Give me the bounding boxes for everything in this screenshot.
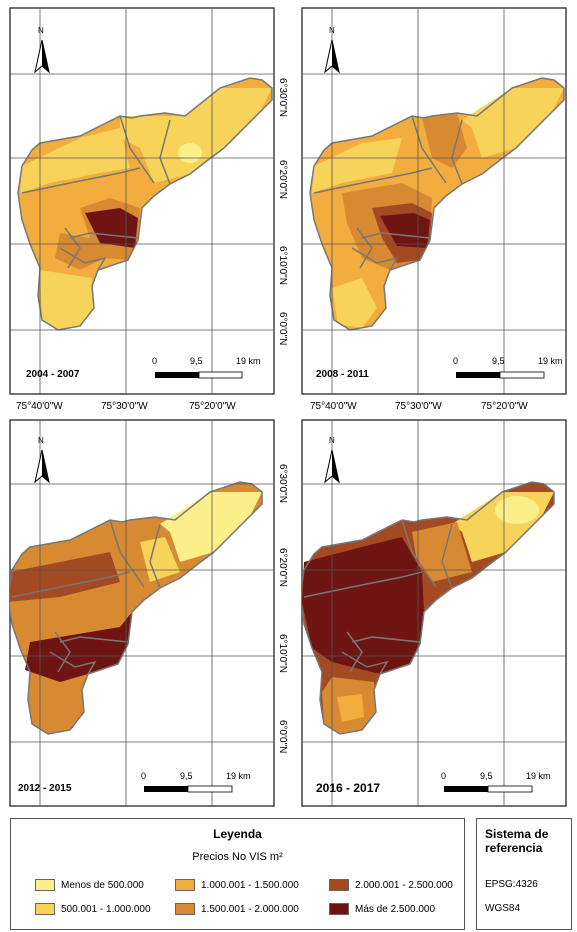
north-label: N bbox=[329, 26, 335, 35]
scale-zero: 0 bbox=[453, 356, 459, 366]
lon-label: 75°30'0"W bbox=[101, 401, 148, 412]
lat-label: 6°0'0"N bbox=[277, 720, 288, 754]
scale-mid: 9,5 bbox=[180, 771, 193, 781]
north-arrow bbox=[324, 39, 340, 74]
period-label: 2008 - 2011 bbox=[316, 369, 369, 380]
scale-mid: 9,5 bbox=[480, 771, 493, 781]
legend-subtitle: Precios No VIS m² bbox=[192, 851, 283, 863]
legend-swatch bbox=[175, 903, 195, 915]
scale-bar bbox=[444, 785, 533, 793]
legend-label: 2.000.001 - 2.500.000 bbox=[355, 880, 453, 891]
legend-swatch bbox=[35, 879, 55, 891]
legend-swatch bbox=[35, 903, 55, 915]
legend-label: Más de 2.500.000 bbox=[355, 904, 436, 915]
scale-mid: 9,5 bbox=[492, 356, 505, 366]
map-panel-2004-2007 bbox=[9, 7, 275, 395]
legend-label: Menos de 500.000 bbox=[61, 880, 144, 891]
reference-datum: WGS84 bbox=[485, 903, 521, 914]
scale-bar bbox=[144, 785, 233, 793]
lon-label: 75°20'0"W bbox=[189, 401, 236, 412]
lon-label: 75°40'0"W bbox=[310, 401, 357, 412]
legend-swatch bbox=[329, 903, 349, 915]
scale-bar bbox=[155, 371, 243, 379]
legend-label: 1.000.001 - 1.500.000 bbox=[201, 880, 299, 891]
legend: Leyenda Precios No VIS m² Menos de 500.0… bbox=[10, 818, 465, 930]
legend-label: 500.001 - 1.000.000 bbox=[61, 904, 151, 915]
reference-title: Sistema de referencia bbox=[485, 827, 549, 855]
scale-end: 19 km bbox=[236, 356, 261, 366]
map-panel-2008-2011 bbox=[301, 7, 567, 395]
scale-mid: 9,5 bbox=[190, 356, 203, 366]
lon-label: 75°20'0"W bbox=[481, 401, 528, 412]
north-label: N bbox=[38, 436, 44, 445]
north-arrow bbox=[34, 39, 50, 74]
scale-end: 19 km bbox=[226, 771, 251, 781]
north-arrow bbox=[324, 449, 340, 484]
legend-swatch bbox=[175, 879, 195, 891]
scale-end: 19 km bbox=[526, 771, 551, 781]
map-panel-2016-2017 bbox=[301, 419, 567, 807]
legend-label: 1.500.001 - 2.000.000 bbox=[201, 904, 299, 915]
lon-label: 75°30'0"W bbox=[395, 401, 442, 412]
period-label: 2016 - 2017 bbox=[316, 781, 381, 795]
scale-end: 19 km bbox=[538, 356, 563, 366]
reference-epsg: EPSG:4326 bbox=[485, 879, 538, 890]
north-arrow bbox=[34, 449, 50, 484]
north-label: N bbox=[38, 26, 44, 35]
legend-title: Leyenda bbox=[213, 827, 262, 841]
lat-label: 6°30'0"N bbox=[277, 78, 288, 117]
legend-swatch bbox=[329, 879, 349, 891]
scale-zero: 0 bbox=[441, 771, 447, 781]
scale-bar bbox=[456, 371, 545, 379]
lat-label: 6°20'0"N bbox=[277, 548, 288, 587]
lat-label: 6°30'0"N bbox=[277, 464, 288, 503]
lat-label: 6°10'0"N bbox=[277, 634, 288, 673]
map-panel-2012-2015 bbox=[9, 419, 275, 807]
reference-system: Sistema de referencia EPSG:4326 WGS84 bbox=[476, 818, 572, 930]
lon-label: 75°40'0"W bbox=[16, 401, 63, 412]
north-label: N bbox=[329, 436, 335, 445]
period-label: 2004 - 2007 bbox=[26, 369, 80, 380]
lat-label: 6°20'0"N bbox=[277, 160, 288, 199]
lat-label: 6°0'0"N bbox=[277, 312, 288, 346]
scale-zero: 0 bbox=[141, 771, 147, 781]
scale-zero: 0 bbox=[152, 356, 158, 366]
lat-label: 6°10'0"N bbox=[277, 246, 288, 285]
period-label: 2012 - 2015 bbox=[18, 783, 72, 794]
